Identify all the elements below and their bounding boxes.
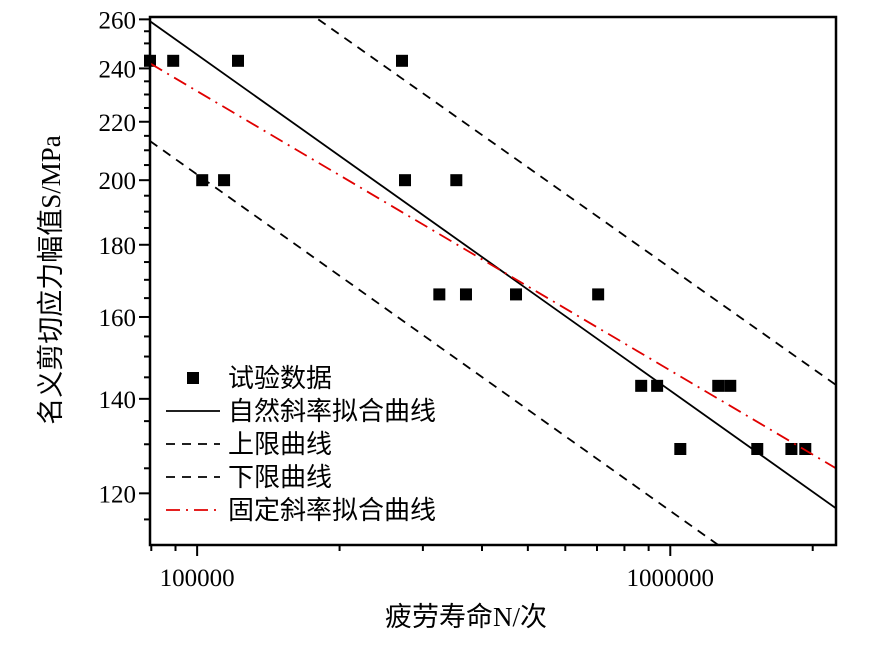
data-point bbox=[218, 174, 231, 187]
data-point bbox=[433, 288, 446, 301]
y-tick-label: 140 bbox=[99, 387, 137, 414]
data-point bbox=[724, 379, 737, 392]
data-point bbox=[167, 54, 180, 67]
series-line-3 bbox=[150, 140, 719, 545]
y-tick-label: 160 bbox=[99, 305, 137, 332]
data-point bbox=[785, 442, 798, 455]
x-tick-label: 1000000 bbox=[627, 565, 715, 592]
data-point bbox=[674, 442, 687, 455]
data-point bbox=[399, 174, 412, 187]
y-axis-label: 名义剪切应力幅值S/MPa bbox=[36, 135, 66, 425]
y-tick-label: 120 bbox=[99, 481, 137, 508]
data-point bbox=[751, 442, 764, 455]
data-point bbox=[510, 288, 523, 301]
legend-marker bbox=[187, 372, 199, 384]
x-tick-label: 100000 bbox=[160, 565, 235, 592]
y-tick-label: 220 bbox=[99, 110, 137, 137]
y-tick-label: 260 bbox=[99, 7, 137, 34]
series-line-2 bbox=[317, 18, 836, 386]
plot-frame bbox=[148, 15, 838, 547]
data-point bbox=[635, 379, 648, 392]
legend-label: 下限曲线 bbox=[228, 463, 332, 492]
data-point bbox=[196, 174, 209, 187]
data-point bbox=[450, 174, 463, 187]
legend-label: 试验数据 bbox=[228, 364, 332, 393]
data-point bbox=[395, 54, 408, 67]
data-point bbox=[592, 288, 605, 301]
series-line-4 bbox=[150, 62, 836, 470]
legend-label: 自然斜率拟合曲线 bbox=[228, 397, 436, 426]
y-tick-label: 200 bbox=[99, 168, 137, 195]
data-point bbox=[232, 54, 245, 67]
x-axis-label: 疲劳寿命N/次 bbox=[385, 602, 547, 632]
legend-label: 上限曲线 bbox=[228, 430, 332, 459]
legend-label: 固定斜率拟合曲线 bbox=[228, 496, 436, 525]
y-tick-label: 240 bbox=[99, 56, 137, 83]
data-point bbox=[459, 288, 472, 301]
data-point bbox=[712, 379, 725, 392]
y-tick-label: 180 bbox=[99, 233, 137, 260]
